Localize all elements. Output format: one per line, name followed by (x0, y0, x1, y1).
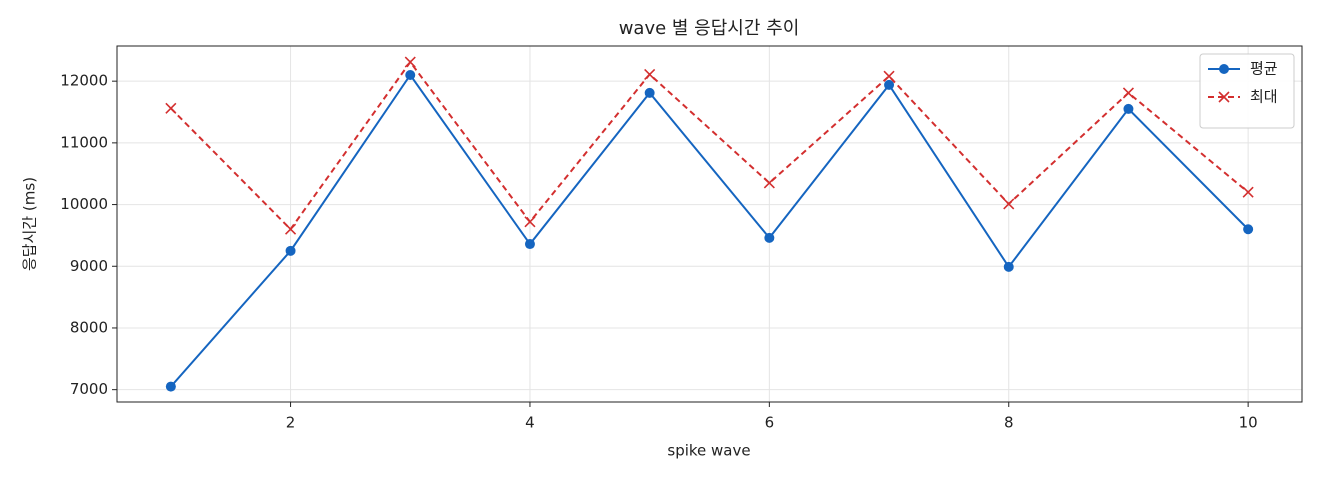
legend-label: 최대 (1250, 88, 1278, 106)
x-tick-label: 2 (286, 414, 296, 432)
x-tick-label: 10 (1239, 414, 1258, 432)
marker (1003, 261, 1014, 272)
marker (763, 177, 775, 189)
marker (644, 87, 655, 98)
marker (1243, 224, 1254, 235)
x-tick-label: 4 (525, 414, 535, 432)
marker (1242, 186, 1254, 198)
marker (165, 102, 177, 114)
marker (165, 381, 176, 392)
chart-title: wave 별 응답시간 추이 (619, 18, 800, 39)
marker (1123, 103, 1134, 114)
y-tick-label: 11000 (60, 133, 108, 151)
marker (1122, 87, 1135, 99)
x-tick-label: 8 (1004, 414, 1014, 432)
marker (284, 223, 297, 235)
legend-label: 평균 (1250, 60, 1278, 78)
y-axis-label: 응답시간 (ms) (21, 177, 39, 271)
x-tick-label: 6 (765, 414, 775, 432)
marker (404, 56, 416, 68)
series-line (170, 73, 1249, 388)
legend-marker (1218, 91, 1230, 103)
marker (285, 245, 296, 256)
marker (405, 69, 416, 80)
y-tick-label: 9000 (70, 257, 108, 275)
y-tick-label: 12000 (60, 72, 108, 90)
marker (883, 70, 895, 82)
y-tick-label: 7000 (70, 380, 108, 398)
marker (524, 216, 536, 228)
marker (644, 68, 656, 80)
legend-marker (1219, 64, 1229, 74)
marker (524, 239, 535, 250)
legend-box (1199, 53, 1295, 129)
plot-frame (116, 45, 1303, 403)
marker (1003, 198, 1015, 210)
x-axis-label: spike wave (667, 442, 750, 460)
y-tick-label: 8000 (70, 318, 108, 336)
marker (884, 79, 895, 90)
series-line (170, 60, 1249, 231)
y-tick-label: 10000 (60, 195, 108, 213)
marker (764, 232, 775, 243)
